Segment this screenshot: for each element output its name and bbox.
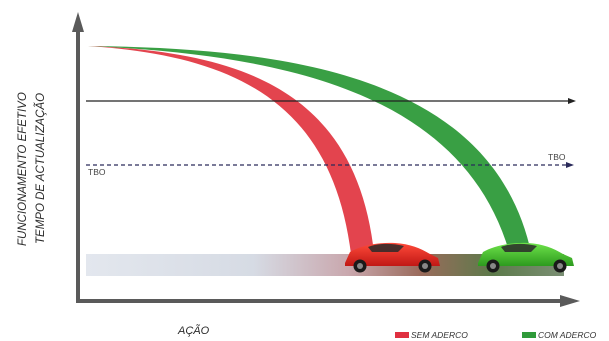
red-car-illustration [345, 242, 440, 273]
x-axis-label: AÇÃO [177, 324, 210, 337]
legend-swatch-green [522, 332, 536, 338]
y-axis [72, 12, 84, 302]
green-car-illustration [478, 242, 574, 273]
floor-band [86, 254, 564, 276]
legend-swatch-red [395, 332, 409, 338]
legend-item-com-aderco: COM ADERCO [522, 330, 597, 340]
legend-label-com-aderco: COM ADERCO [538, 330, 597, 340]
y-axis-label-line1: FUNCIONAMENTO EFETIVO [17, 92, 29, 246]
upper-reference-line [86, 98, 576, 104]
tbo-label-left: TBO [88, 167, 106, 177]
x-axis [76, 295, 580, 307]
y-axis-label-line2: TEMPO DE ACTUALIZAÇÃO [34, 93, 47, 244]
tbo-label-right: TBO [548, 152, 566, 162]
legend-item-sem-aderco: SEM ADERCO [395, 330, 468, 340]
green-curve [88, 46, 533, 262]
tbo-threshold-line [86, 162, 574, 168]
legend-label-sem-aderco: SEM ADERCO [411, 330, 468, 340]
